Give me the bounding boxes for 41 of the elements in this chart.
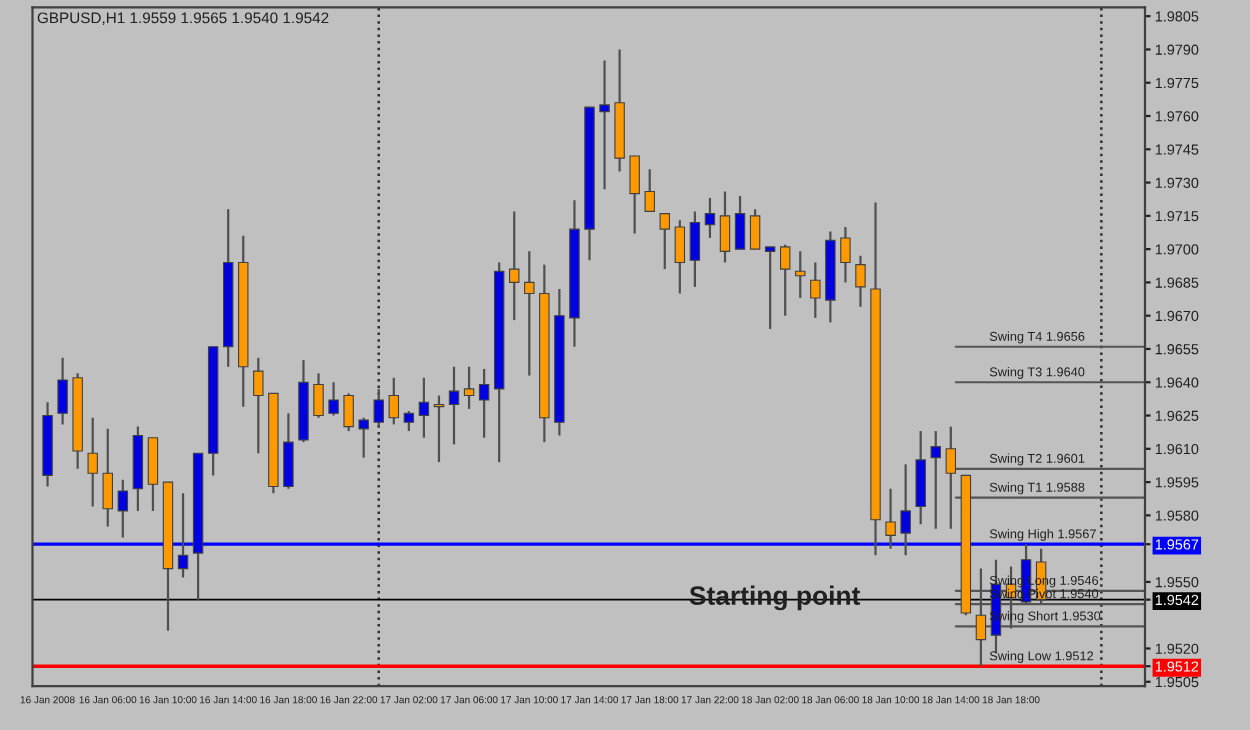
candlestick: [463, 365, 475, 410]
candlestick: [930, 429, 941, 530]
candlestick: [147, 436, 159, 513]
candlestick: [674, 219, 686, 295]
candlestick: [343, 392, 354, 433]
candlestick: [524, 250, 535, 377]
candlestick: [704, 196, 716, 240]
candlestick: [403, 409, 415, 433]
candlestick: [749, 208, 761, 251]
candlestick: [418, 376, 430, 439]
candlestick: [283, 412, 294, 490]
candlestick: [388, 376, 400, 426]
candlestick: [915, 429, 926, 526]
candlestick: [117, 478, 129, 539]
candlestick: [358, 416, 369, 459]
candlestick: [177, 492, 189, 579]
candlestick: [253, 356, 264, 455]
candlestick: [509, 210, 520, 322]
candlestick: [644, 168, 655, 213]
candlestick: [779, 243, 791, 317]
candlestick: [57, 356, 68, 426]
candlestick: [855, 254, 866, 308]
candlestick: [478, 367, 490, 439]
candlestick: [659, 212, 670, 271]
candlestick: [900, 463, 911, 557]
candlestick: [810, 261, 821, 320]
candlestick: [764, 245, 776, 331]
candlestick: [629, 154, 640, 235]
candlestick: [734, 194, 746, 251]
candlestick: [373, 387, 384, 428]
candlestick: [689, 210, 701, 288]
candlestick: [885, 487, 896, 550]
candlestick: [102, 427, 113, 528]
candlestick: [599, 59, 610, 191]
candlestick: [840, 225, 851, 284]
candlestick: [328, 381, 339, 417]
candlestick: [795, 250, 806, 300]
candlestick: [448, 365, 460, 446]
candlestick: [87, 416, 98, 508]
candlestick: [719, 190, 731, 264]
candlestick: [313, 372, 324, 419]
